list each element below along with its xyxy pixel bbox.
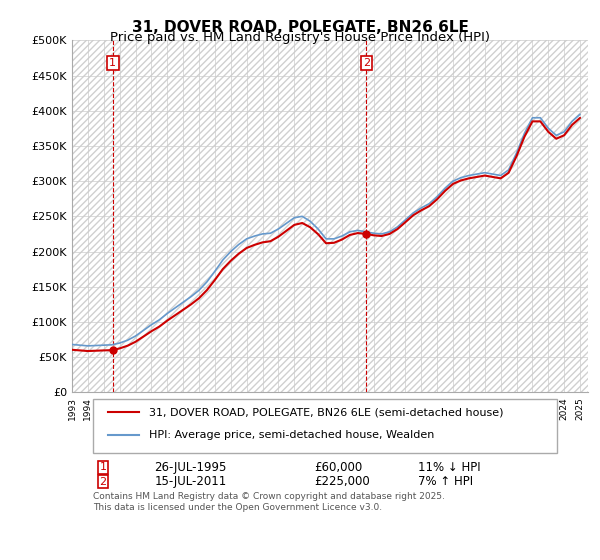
Text: 11% ↓ HPI: 11% ↓ HPI: [418, 461, 481, 474]
Text: 2: 2: [100, 477, 107, 487]
Text: £225,000: £225,000: [314, 475, 370, 488]
Text: 2: 2: [363, 58, 370, 68]
Text: 7% ↑ HPI: 7% ↑ HPI: [418, 475, 473, 488]
Text: 1: 1: [100, 463, 106, 473]
Text: Contains HM Land Registry data © Crown copyright and database right 2025.
This d: Contains HM Land Registry data © Crown c…: [92, 492, 445, 512]
Text: HPI: Average price, semi-detached house, Wealden: HPI: Average price, semi-detached house,…: [149, 430, 435, 440]
Text: 26-JUL-1995: 26-JUL-1995: [155, 461, 227, 474]
Text: 1: 1: [109, 58, 116, 68]
Text: Price paid vs. HM Land Registry's House Price Index (HPI): Price paid vs. HM Land Registry's House …: [110, 31, 490, 44]
Text: 31, DOVER ROAD, POLEGATE, BN26 6LE: 31, DOVER ROAD, POLEGATE, BN26 6LE: [131, 20, 469, 35]
Text: £60,000: £60,000: [314, 461, 363, 474]
Text: 31, DOVER ROAD, POLEGATE, BN26 6LE (semi-detached house): 31, DOVER ROAD, POLEGATE, BN26 6LE (semi…: [149, 407, 504, 417]
Text: 15-JUL-2011: 15-JUL-2011: [155, 475, 227, 488]
FancyBboxPatch shape: [92, 399, 557, 454]
